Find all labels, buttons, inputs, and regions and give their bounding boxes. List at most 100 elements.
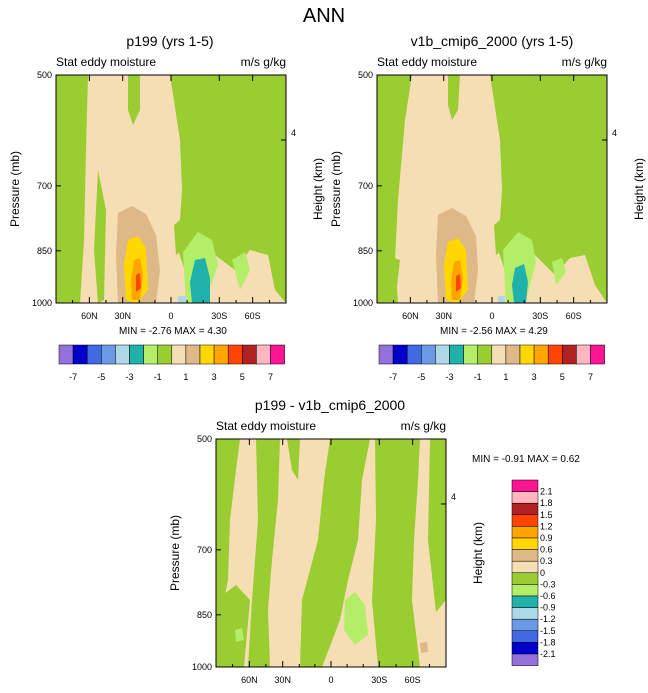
colorbar-1-label: -7 — [69, 372, 77, 382]
colorbar-3-swatch — [511, 572, 539, 585]
colorbar-3-swatch — [511, 642, 539, 655]
colorbar-1-swatch — [101, 344, 116, 365]
page-title: ANN — [303, 5, 345, 27]
colorbar-3-swatch — [511, 491, 539, 504]
panel-2-contours — [377, 75, 607, 303]
panel-3-xtick-label: 0 — [328, 675, 333, 685]
panel-2-ytick-label: 700 — [358, 181, 373, 191]
colorbar-3-swatch — [511, 618, 539, 632]
colorbar-1-swatch — [242, 344, 257, 365]
colorbar-1-swatch — [143, 344, 158, 365]
colorbar-2-swatch — [378, 344, 394, 365]
panel-1-title: p199 (yrs 1-5) — [126, 33, 213, 49]
colorbar-2-swatch — [505, 344, 521, 365]
panel-1-subtitle-right: m/s g/kg — [241, 55, 286, 69]
panel-1-ylabel-right: Height (km) — [311, 158, 325, 220]
colorbar-3-label: 1.8 — [540, 498, 553, 508]
colorbar-1-swatch — [58, 344, 74, 365]
panel-2-ytick-label: 500 — [358, 70, 373, 80]
colorbar-3-label: 0 — [540, 568, 545, 578]
colorbar-3-label: 0.3 — [540, 556, 553, 566]
colorbar-2-label: 7 — [588, 372, 593, 382]
colorbar-3-label: 0.9 — [540, 533, 553, 543]
colorbar-2-label: -5 — [417, 372, 425, 382]
panel-2-ytick-label: 1000 — [353, 298, 373, 308]
panel-1-ytick-label: 850 — [37, 246, 52, 256]
panel-1-ytick-label: 500 — [37, 70, 52, 80]
panel-3: p199 - v1b_cmip6_2000 Stat eddy moisture… — [215, 397, 447, 668]
panel-3-ylabel-left: Pressure (mb) — [168, 515, 182, 591]
colorbar-2-label: -7 — [389, 372, 397, 382]
colorbar-1-swatch — [129, 344, 144, 365]
colorbar-1-label: -3 — [125, 372, 133, 382]
colorbar-1-swatch — [157, 344, 173, 365]
colorbar-2-swatch — [463, 344, 478, 365]
colorbar-2-swatch — [477, 344, 493, 365]
colorbar-3-label: 2.1 — [540, 487, 553, 497]
colorbar-3-label: -1.5 — [540, 626, 556, 636]
panel-1-contours — [56, 75, 286, 303]
panel-2-ylabel-left: Pressure (mb) — [329, 151, 343, 227]
panel-2-xtick-label: 60N — [402, 311, 419, 321]
panel-3-contours — [216, 439, 446, 667]
colorbar-1-label: 3 — [212, 372, 217, 382]
colorbar-2-swatch — [533, 344, 549, 365]
panel-3-title: p199 - v1b_cmip6_2000 — [255, 397, 405, 413]
panel-2-xtick-label: 30N — [435, 311, 452, 321]
colorbar-1-label: -1 — [154, 372, 162, 382]
panel-1-ylabel-left: Pressure (mb) — [8, 151, 22, 227]
colorbar-3-label: -1.2 — [540, 614, 556, 624]
panel-1-subtitle-left: Stat eddy moisture — [56, 55, 156, 69]
colorbar-3-swatch — [511, 595, 539, 608]
panel-2-ytick-label: 850 — [358, 246, 373, 256]
panel-3-height-tick-label: 4 — [451, 492, 456, 502]
colorbar-1-swatch — [86, 344, 102, 365]
panel-3-ytick-label: 500 — [197, 434, 212, 444]
colorbar-1-label: 5 — [240, 372, 245, 382]
colorbar-1-label: 1 — [183, 372, 188, 382]
colorbar-3-swatch — [511, 526, 539, 539]
colorbar-2-label: -3 — [445, 372, 453, 382]
colorbar-3-swatch — [511, 630, 539, 643]
panel-3-xtick-label: 30S — [371, 675, 387, 685]
colorbar-3-label: 0.6 — [540, 545, 553, 555]
panel-1-ytick-label: 1000 — [32, 298, 52, 308]
panel-2-subtitle-left: Stat eddy moisture — [377, 55, 477, 69]
colorbar-2-swatch — [547, 344, 563, 365]
colorbar-3-swatch — [511, 549, 539, 562]
colorbar-3-label: -2.1 — [540, 649, 556, 659]
panel-2-title: v1b_cmip6_2000 (yrs 1-5) — [411, 33, 574, 49]
colorbar-3-label: -1.8 — [540, 637, 556, 647]
colorbar-1-swatch — [227, 344, 243, 365]
panel-1-xtick-label: 60N — [81, 311, 98, 321]
colorbar-1-swatch — [270, 344, 285, 365]
panel-3-minmax: MIN = -0.91 MAX = 0.62 — [472, 454, 580, 465]
colorbar-2-swatch — [590, 344, 605, 365]
colorbar-2-swatch — [491, 344, 507, 365]
colorbar-3-swatch — [511, 584, 539, 597]
panel-2-ylabel-right: Height (km) — [632, 158, 646, 220]
colorbar-3-swatch — [511, 560, 539, 574]
panel-1-height-tick-label: 4 — [291, 128, 296, 138]
panel-2-xtick-label: 0 — [489, 311, 494, 321]
panel-3-subtitle-right: m/s g/kg — [401, 419, 446, 433]
colorbar-3-label: 1.2 — [540, 521, 553, 531]
panel-2-xtick-label: 60S — [566, 311, 582, 321]
colorbar-1-swatch — [199, 344, 215, 365]
colorbar-2-label: -1 — [474, 372, 482, 382]
colorbar-3-label: -0.3 — [540, 579, 556, 589]
colorbar-1-swatch — [171, 344, 187, 365]
colorbar-3-swatch — [511, 479, 539, 492]
colorbar-2-swatch — [576, 344, 591, 365]
panel-1-minmax: MIN = -2.76 MAX = 4.30 — [119, 326, 227, 337]
colorbar-2-swatch — [435, 344, 450, 365]
colorbar-1-swatch — [256, 344, 271, 365]
panel-2-xtick-label: 30S — [532, 311, 548, 321]
panel-3-xtick-label: 60N — [241, 675, 258, 685]
panel-3-ylabel-right: Height (km) — [471, 522, 485, 584]
colorbar-1-swatch — [72, 344, 88, 365]
colorbar-3-swatch — [511, 537, 539, 550]
panel-3-xtick-label: 30N — [274, 675, 291, 685]
colorbar-1-label: 7 — [268, 372, 273, 382]
